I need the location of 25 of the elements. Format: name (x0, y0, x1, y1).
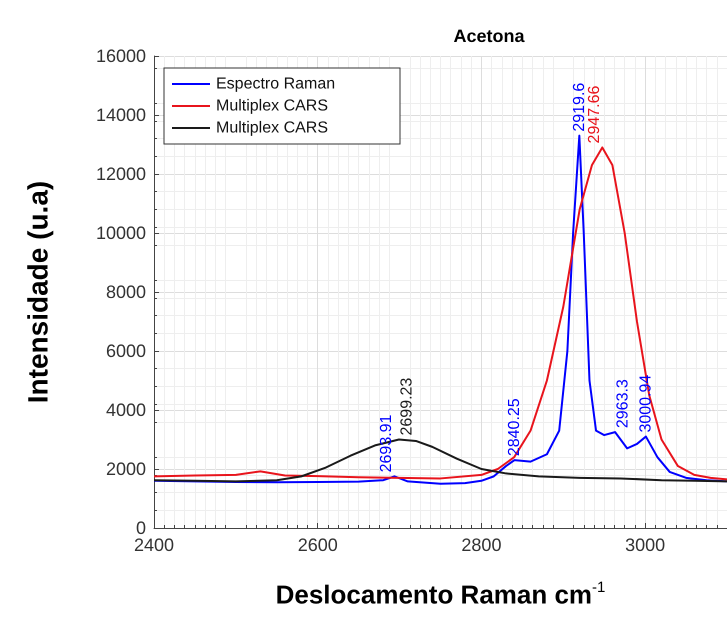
y-tick-label: 0 (136, 518, 146, 538)
annotation: 2693.91 (378, 414, 396, 472)
annotation: 3000.94 (637, 374, 654, 433)
y-axis-title: Intensidade (u.a) (22, 180, 54, 404)
x-tick-label: 3000 (625, 535, 666, 555)
y-tick-label: 14000 (96, 105, 146, 125)
y-tick-label: 16000 (96, 46, 146, 66)
annotation: 2919.6 (570, 82, 588, 132)
legend-label: Multiplex CARS (216, 98, 328, 114)
annotation: 2947.66 (586, 86, 603, 144)
y-tick-label: 8000 (106, 282, 146, 302)
y-tick-label: 6000 (106, 341, 146, 361)
y-tick-label: 4000 (106, 400, 146, 420)
annotation: 2840.25 (506, 398, 523, 456)
legend-label: Multiplex CARS (216, 120, 328, 136)
x-tick-label: 2600 (298, 535, 338, 555)
x-tick-label: 2800 (461, 535, 502, 555)
chart-title: Acetona (453, 26, 526, 46)
annotation: 2963.3 (614, 379, 632, 428)
y-tick-label: 10000 (96, 223, 146, 243)
y-tick-label: 2000 (106, 459, 146, 479)
x-tick-label: 2400 (134, 535, 174, 555)
annotation: 2699.23 (398, 378, 416, 436)
legend-label: Espectro Raman (216, 76, 336, 92)
y-tick-label: 12000 (96, 164, 146, 184)
